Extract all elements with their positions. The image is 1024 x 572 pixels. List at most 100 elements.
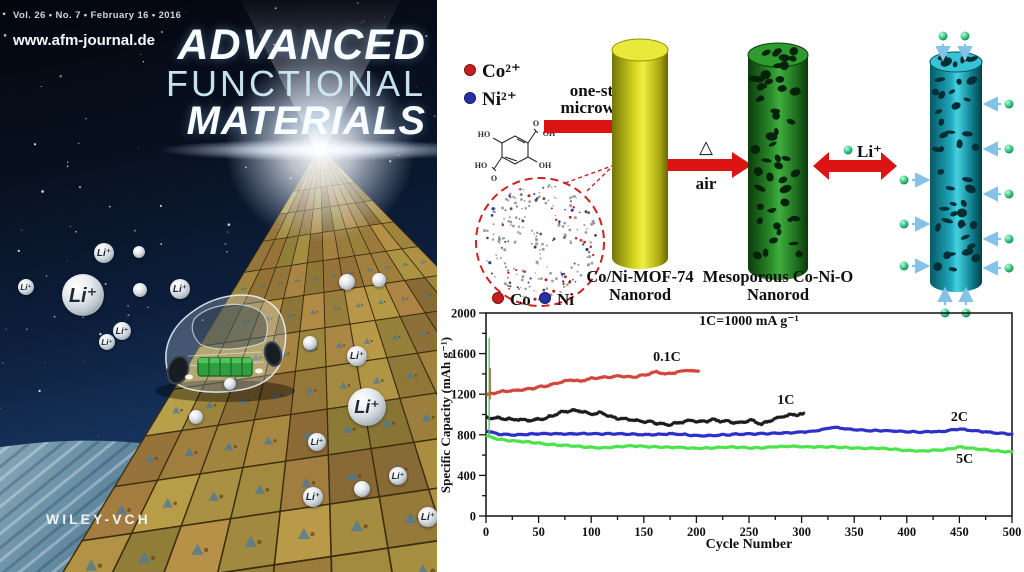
light-burst [225, 53, 415, 243]
chart-axes: 0 400 800 1200 1600 2000 0 50 100 150 200 250 300 350… [451, 307, 1021, 540]
co-ion-dot [464, 64, 476, 76]
electric-car-illustration [155, 294, 295, 402]
svg-text:300: 300 [792, 525, 811, 539]
li-ion-sphere [133, 283, 147, 297]
series-1C [485, 408, 806, 427]
heat-symbol: △ [699, 137, 713, 157]
mol-oh-top: OH [543, 129, 556, 138]
li-ion-sphere: Li⁺ [62, 274, 104, 316]
car-body [165, 294, 287, 393]
li-ion-sphere [339, 274, 355, 290]
ni-ion-label: Ni²⁺ [482, 89, 517, 110]
ni-atom-label: Ni [557, 290, 574, 309]
li-ion-sphere [372, 273, 386, 287]
chart-series-labels: 0.1C 1C 2C 5C 1C=1000 mA g⁻¹ [653, 314, 973, 467]
li-ion-sphere: Li⁺ [308, 433, 326, 451]
lithiation-double-arrow [813, 152, 897, 180]
li-ion-label: Li⁺ [857, 142, 882, 161]
journal-website: www.afm-journal.de [13, 32, 155, 49]
series-0.1C [485, 368, 701, 397]
rod2-label-line1: Mesoporous Co-Ni-O [703, 267, 854, 286]
car-wheel [263, 341, 283, 367]
svg-text:150: 150 [634, 525, 653, 539]
lithiated-nanorod [929, 51, 983, 292]
svg-text:500: 500 [1003, 525, 1022, 539]
series-label-1C: 1C [777, 393, 794, 408]
li-ion-sphere [303, 336, 317, 350]
svg-text:250: 250 [740, 525, 759, 539]
magnifier-callout-lines [564, 156, 623, 192]
air-label: air [696, 174, 717, 193]
linker-molecule: O OH HO HO O OH [475, 119, 556, 183]
mof-crystal-structure [483, 184, 597, 301]
car-headlight [185, 374, 193, 380]
svg-text:200: 200 [687, 525, 706, 539]
logo-advanced: ADVANCED [177, 21, 426, 69]
series-label-0.1C: 0.1C [653, 350, 681, 365]
issue-line: Vol. 26 • No. 7 • February 16 • 2016 [13, 10, 182, 21]
x-axis-title: Cycle Number [706, 537, 793, 552]
journal-cover: Li⁺ Li⁺ Li⁺ Li⁺ Li⁺ Li⁺ Li⁺ Li⁺ Li⁺ Li⁺ Li⁺ Li⁺ Vol… [0, 0, 437, 572]
li-ion-dot [843, 145, 853, 155]
svg-text:800: 800 [457, 428, 476, 442]
logo-functional: FUNCTIONAL [165, 63, 426, 104]
svg-text:1600: 1600 [451, 347, 476, 361]
logo-materials: MATERIALS [186, 99, 426, 143]
rod2-label-line2: Nanorod [747, 285, 809, 304]
svg-text:400: 400 [457, 469, 476, 483]
y-axis-title: Specific Capacity (mAh g⁻¹) [438, 337, 453, 493]
ni-atom-dot [539, 292, 551, 304]
li-ion-sphere: Li⁺ [170, 279, 190, 299]
svg-text:1200: 1200 [451, 388, 476, 402]
svg-text:450: 450 [950, 525, 969, 539]
li-flux-arrows [899, 31, 1014, 318]
series-2C [485, 425, 1014, 438]
co-ion-label: Co²⁺ [482, 61, 521, 82]
li-ion-sphere: Li⁺ [348, 388, 386, 426]
publisher-wiley-vch: WILEY-VCH [46, 511, 151, 527]
car-wheel [166, 355, 190, 385]
rod1-label-line1: Co/Ni-MOF-74 [586, 267, 693, 286]
svg-text:2000: 2000 [451, 307, 476, 321]
svg-text:0: 0 [483, 525, 489, 539]
li-ion-sphere: Li⁺ [303, 487, 323, 507]
li-ion-sphere [354, 481, 370, 497]
mol-oh-right: OH [539, 161, 552, 170]
mof-nanorod [611, 38, 669, 269]
chart-data-points [485, 337, 1014, 454]
svg-text:400: 400 [897, 525, 916, 539]
mol-o-top: O [533, 119, 539, 128]
figure-panel: Co²⁺ Ni²⁺ O OH HO HO O OH one-step micro… [437, 0, 1024, 572]
mol-o-bot: O [491, 174, 497, 183]
li-ion-sphere: Li⁺ [99, 334, 115, 350]
svg-text:0: 0 [470, 510, 476, 524]
mol-ho-bot: HO [475, 161, 487, 170]
li-ion-sphere [133, 246, 145, 258]
rate-definition-annotation: 1C=1000 mA g⁻¹ [699, 314, 799, 329]
li-ion-sphere: Li⁺ [389, 467, 407, 485]
li-ion-sphere: Li⁺ [347, 346, 367, 366]
co-atom-label: Co [510, 290, 531, 309]
car-headlight [255, 368, 263, 374]
li-ion-sphere [189, 410, 203, 424]
svg-text:350: 350 [845, 525, 864, 539]
svg-text:100: 100 [582, 525, 601, 539]
svg-text:50: 50 [532, 525, 545, 539]
mol-ho-left: HO [478, 130, 490, 139]
series-label-2C: 2C [951, 410, 968, 425]
series-5C [485, 434, 1014, 454]
li-ion-sphere: Li⁺ [418, 507, 437, 527]
rod1-label-line2: Nanorod [609, 285, 671, 304]
li-ion-sphere: Li⁺ [18, 279, 34, 295]
mof-structure-circle [475, 177, 605, 307]
co-atom-dot [492, 292, 504, 304]
li-ion-sphere [224, 378, 236, 390]
li-ion-sphere: Li⁺ [113, 322, 131, 340]
mesoporous-oxide-nanorod [747, 42, 809, 280]
ni-ion-dot [464, 92, 476, 104]
air-calcination-arrow [668, 152, 752, 178]
car-windshield [191, 303, 268, 350]
li-ion-sphere: Li⁺ [94, 243, 114, 263]
series-label-5C: 5C [956, 452, 973, 467]
